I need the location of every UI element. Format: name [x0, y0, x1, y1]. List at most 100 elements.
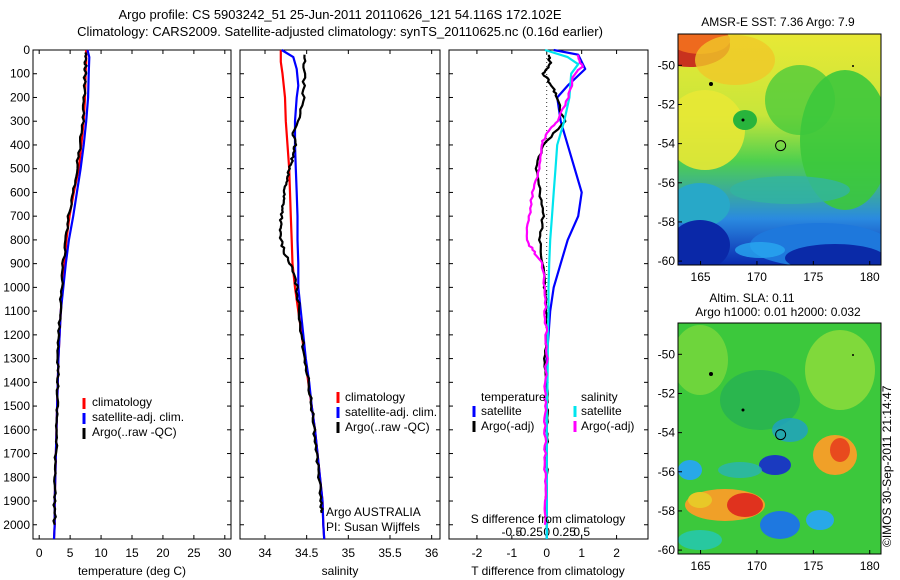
depth-tick-label: 400 [10, 138, 30, 152]
temperature-axis-label: temperature (deg C) [78, 564, 186, 578]
x-tick-label: 36 [425, 546, 439, 560]
lat-tick-label: -54 [658, 426, 676, 440]
sla-map-title: Altim. SLA: 0.11 [709, 291, 794, 305]
sst-axes-box [677, 33, 882, 266]
figure-title-line1: Argo profile: CS 5903242_51 25-Jun-2011 … [118, 7, 561, 22]
pi-annotation: PI: Susan Wijffels [326, 520, 420, 534]
depth-tick-label: 1800 [3, 470, 30, 484]
series-line-argo-raw-qc [278, 54, 324, 514]
sla-axes-box [677, 322, 882, 555]
legend-label-argo: Argo(..raw -QC) [345, 420, 430, 434]
depth-tick-labels: 0 100 200 300 400 500 600 700 800 900 1000 1100 1200… [3, 43, 231, 532]
lat-tick-label: -56 [658, 465, 676, 479]
island-marker [741, 118, 745, 122]
legend-title-temperature: temperature [481, 390, 546, 404]
s-tick-label: 0.5 [573, 525, 590, 539]
lon-tick-label: 175 [803, 559, 823, 573]
x-tick-label: 20 [156, 546, 170, 560]
lon-tick-label: 165 [691, 270, 711, 284]
x-tick-label: 0 [543, 546, 550, 560]
depth-tick-label: 1700 [3, 447, 30, 461]
depth-tick-label: 900 [10, 257, 30, 271]
sst-tick-labels: 165 170 175 180 -50 -52 -54 -56 -58 -60 [658, 58, 880, 284]
legend-label-argo: Argo(..raw -QC) [92, 425, 177, 439]
x-tick-label: 1 [578, 546, 585, 560]
salinity-series [278, 49, 326, 540]
depth-tick-label: 1300 [3, 352, 30, 366]
x-tick-label: 2 [613, 546, 620, 560]
difference-depth-ticks [449, 49, 648, 526]
salinity-depth-ticks [240, 49, 440, 526]
legend-label-sal-satellite: satellite [581, 404, 622, 418]
temperature-series [52, 49, 91, 540]
x-tick-label: 10 [94, 546, 108, 560]
legend-label-temp-argo: Argo(-adj) [481, 419, 534, 433]
legend-label-satellite: satellite-adj. clim. [92, 410, 184, 424]
lat-tick-label: -52 [658, 386, 676, 400]
island-marker [852, 65, 854, 67]
depth-tick-label: 100 [10, 67, 30, 81]
legend-label-climatology: climatology [345, 390, 405, 404]
sla-tick-labels: 165 170 175 180 -50 -52 -54 -56 -58 -60 [658, 347, 880, 573]
sla-map-panel: Altim. SLA: 0.11 Argo h1000: 0.01 h2000:… [658, 291, 882, 573]
island-marker [709, 372, 713, 376]
depth-tick-label: 300 [10, 114, 30, 128]
salinity-panel: 34 34.5 35 35.5 36 salinity climatology sate… [239, 49, 441, 578]
lon-tick-label: 180 [860, 559, 880, 573]
x-tick-label: 30 [218, 546, 232, 560]
argo-location-marker [775, 429, 787, 441]
legend-label-sal-argo: Argo(-adj) [581, 419, 634, 433]
temperature-tick-labels: 0 5 10 15 20 25 30 [36, 50, 232, 560]
salinity-legend: climatology satellite-adj. clim. Argo(..… [336, 390, 437, 434]
depth-tick-label: 1000 [3, 280, 30, 294]
s-tick-label: -0.25 [516, 525, 544, 539]
argo-location-marker [775, 140, 787, 152]
depth-tick-label: 0 [23, 43, 30, 57]
lon-tick-label: 175 [803, 270, 823, 284]
legend-label-satellite: satellite-adj. clim. [345, 405, 437, 419]
depth-tick-label: 1900 [3, 494, 30, 508]
s-tick-label: 0.25 [553, 525, 577, 539]
legend-label-climatology: climatology [92, 395, 152, 409]
sst-map-panel: AMSR-E SST: 7.36 Argo: 7.9 165 170 175 180 -… [658, 15, 882, 284]
lat-tick-label: -50 [658, 58, 676, 72]
x-tick-label: 34 [258, 546, 272, 560]
x-tick-label: 25 [187, 546, 201, 560]
series-line-salinity-argo-adj [525, 54, 584, 525]
t-difference-axis-label: T difference from climatology [471, 564, 625, 578]
difference-legend: temperature satellite Argo(-adj) salinit… [472, 390, 634, 433]
depth-tick-label: 1600 [3, 423, 30, 437]
lat-tick-label: -52 [658, 97, 676, 111]
x-tick-label: 0 [36, 546, 43, 560]
lat-tick-label: -58 [658, 215, 676, 229]
lat-tick-label: -54 [658, 137, 676, 151]
lat-tick-label: -50 [658, 347, 676, 361]
depth-tick-label: 500 [10, 162, 30, 176]
lon-tick-label: 180 [860, 270, 880, 284]
x-tick-label: -1 [507, 546, 518, 560]
depth-tick-label: 200 [10, 90, 30, 104]
depth-tick-label: 1100 [4, 304, 30, 318]
series-line-salinity-satellite [544, 48, 580, 539]
s-difference-axis-label: S difference from climatology [471, 512, 626, 526]
salinity-axis-label: salinity [322, 564, 359, 578]
sst-map-title: AMSR-E SST: 7.36 Argo: 7.9 [701, 15, 855, 29]
depth-tick-label: 1400 [3, 375, 30, 389]
sst-heatmap [678, 34, 881, 265]
temperature-panel: 0100200300400500600700800900100011001200… [3, 43, 232, 578]
depth-tick-label: 600 [10, 185, 30, 199]
island-marker [852, 354, 854, 356]
difference-panel: -2 -1 0 1 2 -0.5-0.25 0 0.250.5 S difference f… [448, 48, 649, 578]
x-tick-label: 35 [342, 546, 356, 560]
lat-tick-label: -56 [658, 176, 676, 190]
sla-heatmap [678, 323, 881, 554]
depth-tick-label: 800 [10, 233, 30, 247]
salinity-tick-labels: 34 34.5 35 35.5 36 [258, 50, 439, 560]
legend-label-temp-satellite: satellite [481, 404, 522, 418]
lon-tick-label: 170 [747, 270, 767, 284]
depth-tick-label: 700 [10, 209, 30, 223]
depth-tick-label: 1500 [3, 399, 30, 413]
depth-tick-label: 2000 [3, 518, 30, 532]
temperature-axes-box [32, 49, 232, 540]
temperature-legend: climatology satellite-adj. clim. Argo(..… [82, 395, 184, 439]
